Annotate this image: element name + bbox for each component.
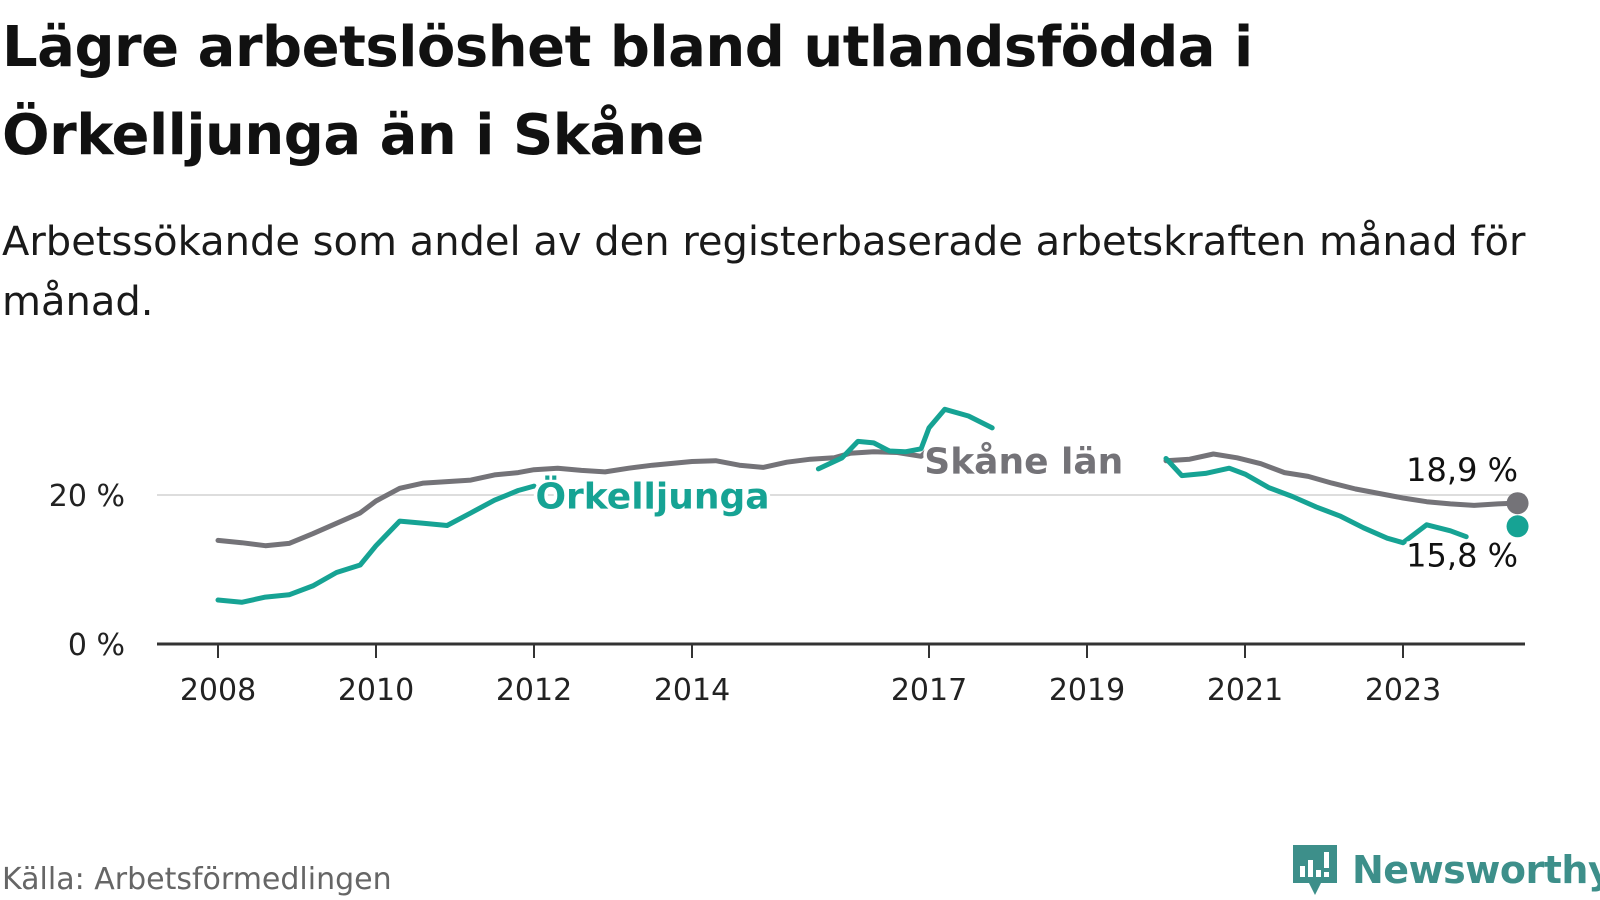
x-tick-label: 2014: [654, 673, 730, 708]
series-annotation: Skåne län: [924, 441, 1123, 482]
label-layer: Skåne län Örkelljunga 18,9 % 15,8 %: [532, 438, 1529, 577]
x-tick-label: 2023: [1365, 673, 1441, 708]
newsworthy-logo[interactable]: Newsworthy: [1290, 842, 1600, 898]
x-tick-label: 2021: [1207, 673, 1283, 708]
newsworthy-logo-icon: [1293, 845, 1337, 895]
brand-name: Newsworthy: [1352, 848, 1600, 892]
series-line: [1163, 456, 1469, 546]
x-tick-label: 2019: [1049, 673, 1125, 708]
series-line: [815, 406, 995, 472]
series-annotation: Örkelljunga: [535, 475, 769, 517]
end-value-label: 15,8 %: [1406, 536, 1518, 574]
series-line: [1163, 451, 1517, 508]
x-tick-label: 2017: [891, 673, 967, 708]
chart-subtitle: Arbetssökande som andel av den registerb…: [2, 219, 1526, 325]
end-marker: [1506, 515, 1529, 538]
series-layer: [215, 406, 1517, 605]
axis-layer: 0 % 20 % 2008 2010 2012 2014 2017 2019 2021 2023: [49, 479, 1525, 708]
end-marker: [1506, 492, 1529, 515]
chart-title: Lägre arbetslöshet bland utlandsfödda i …: [2, 15, 1253, 168]
end-value-label: 18,9 %: [1406, 451, 1518, 489]
x-tick-label: 2008: [180, 673, 256, 708]
source-note: Källa: Arbetsförmedlingen: [2, 862, 392, 897]
y-tick-label: 0 %: [68, 628, 125, 663]
y-tick-label: 20 %: [49, 479, 125, 514]
x-tick-label: 2010: [338, 673, 414, 708]
series-line: [215, 483, 537, 605]
x-tick-label: 2012: [496, 673, 572, 708]
